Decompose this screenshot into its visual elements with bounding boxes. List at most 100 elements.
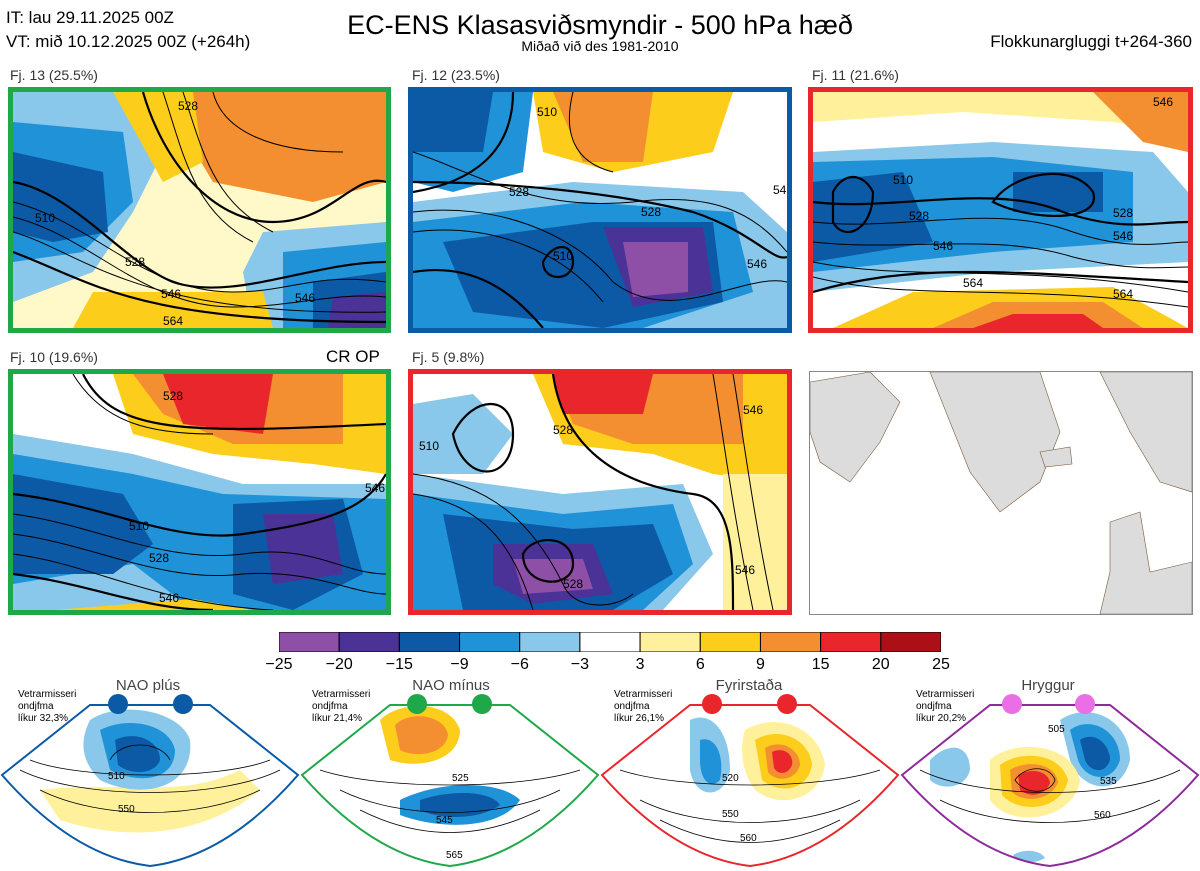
land-outline	[810, 372, 1192, 614]
regime-dot	[108, 694, 128, 714]
contour-label: 546	[747, 257, 767, 271]
panel-label-2: Fj. 12 (23.5%)	[412, 67, 500, 83]
anomaly-field: 528 510 528 546 564 546	[13, 92, 386, 328]
season-label: Vetrarmisseri	[916, 689, 975, 700]
contour-label: 510	[419, 439, 439, 453]
contour-label: 546	[295, 291, 315, 305]
regime-dot	[777, 694, 797, 714]
colorbar	[278, 631, 942, 653]
contour-label: 560	[740, 833, 757, 844]
contour-label: 510	[35, 211, 55, 225]
regime-title-ridge: Hryggur	[1021, 677, 1075, 694]
months-label: ondjfma	[916, 701, 952, 712]
valid-time: VT: mið 10.12.2025 00Z (+264h)	[6, 32, 251, 51]
contour-label: 546	[743, 403, 763, 417]
colorbar-swatch	[880, 631, 942, 653]
panel-label-5: Fj. 5 (9.8%)	[412, 349, 485, 365]
contour-label: 546	[1113, 229, 1133, 243]
cluster-map-11: 546 510 528 546 528 546 564 564	[808, 87, 1193, 333]
contour-label: 528	[553, 423, 573, 437]
probability-label: líkur 26,1%	[614, 713, 665, 724]
colorbar-swatch	[459, 631, 521, 653]
regime-map-nao-minus: 525 545 565	[300, 694, 600, 868]
colorbar-swatch	[338, 631, 400, 653]
regime-note-nao-minus: Vetrarmisseri ondjfma líkur 21,4%	[312, 689, 370, 725]
contour-label: 528	[909, 209, 929, 223]
panel-label-4: Fj. 10 (19.6%)	[10, 349, 98, 365]
contour-label: 510	[893, 173, 913, 187]
regime-dot	[702, 694, 722, 714]
anomaly-field: 546 510 528 546 528 546 564 564	[813, 92, 1188, 328]
anomaly-field: 510 528 510 528 546 546	[413, 92, 787, 328]
regime-dot	[1075, 694, 1095, 714]
panel-label-1: Fj. 13 (25.5%)	[10, 67, 98, 83]
colorbar-tick-label: −25	[265, 656, 293, 673]
contour-label: 510	[537, 105, 557, 119]
contour-label: 564	[1113, 287, 1133, 301]
season-label: Vetrarmisseri	[18, 689, 77, 700]
season-label: Vetrarmisseri	[312, 689, 371, 700]
contour-label: 545	[436, 815, 453, 826]
contour-label: 528	[163, 389, 183, 403]
regime-dot	[173, 694, 193, 714]
contour-label: 550	[118, 804, 135, 815]
probability-label: líkur 21,4%	[312, 713, 363, 724]
regime-dot	[1002, 694, 1022, 714]
colorbar-swatch	[820, 631, 882, 653]
colorbar-tick-label: −20	[325, 656, 353, 673]
cluster-map-5: 510 528 528 546 546	[408, 369, 792, 615]
regime-dot	[472, 694, 492, 714]
colorbar-swatch	[699, 631, 761, 653]
regime-title-nao-plus: NAO plús	[115, 677, 181, 694]
colorbar-tick-label: 6	[695, 656, 705, 673]
colorbar-tick-label: 15	[811, 656, 830, 673]
contour-label: 510	[108, 771, 125, 782]
contour-label: 520	[722, 773, 739, 784]
colorbar-swatch	[639, 631, 701, 653]
contour-label: 510	[553, 249, 573, 263]
contour-label: 528	[641, 205, 661, 219]
initial-time: IT: lau 29.11.2025 00Z	[6, 8, 174, 27]
regime-note-blocking: Vetrarmisseri ondjfma líkur 26,1%	[614, 689, 672, 725]
contour-label: 535	[1100, 776, 1117, 787]
regime-maps: 510 550 525 545 565	[0, 694, 1200, 868]
contour-label: 528	[1113, 206, 1133, 220]
colorbar-tick-label: −3	[570, 656, 590, 673]
probability-label: líkur 20,2%	[916, 713, 967, 724]
colorbar-swatch	[398, 631, 461, 653]
contour-label: 546	[365, 481, 385, 495]
months-label: ondjfma	[312, 701, 348, 712]
contour-label: 510	[129, 519, 149, 533]
regime-note-nao-plus: Vetrarmisseri ondjfma líkur 32,3%	[18, 689, 76, 725]
contour-label: 546	[933, 239, 953, 253]
base-map	[809, 371, 1193, 615]
contour-label: 564	[163, 314, 183, 328]
colorbar-swatch	[519, 631, 581, 653]
colorbar-tick-label: −9	[450, 656, 469, 673]
colorbar-swatch	[278, 631, 340, 653]
colorbar-swatches	[278, 631, 942, 653]
contour-label: 550	[722, 809, 739, 820]
contour-label: 565	[446, 850, 463, 861]
page-subtitle: Miðað við des 1981-2010	[521, 38, 679, 54]
colorbar-tick-label: 3	[635, 656, 645, 673]
contour-label: 546	[735, 563, 755, 577]
contour-label: 528	[125, 255, 145, 269]
contour-label: 564	[963, 276, 983, 290]
cluster-map-13: 528 510 528 546 564 546	[8, 87, 391, 333]
colorbar-tick-label: −15	[385, 656, 413, 673]
colorbar-tick-label: 20	[871, 656, 890, 673]
regime-title-blocking: Fyrirstaða	[715, 677, 783, 694]
colorbar-tick-label: −6	[510, 656, 529, 673]
contour-label: 528	[563, 577, 583, 591]
contour-label: 525	[452, 773, 469, 784]
contour-label: 560	[1094, 810, 1111, 821]
contour-label: 528	[178, 99, 198, 113]
regime-map-blocking: 520 550 560	[600, 694, 900, 868]
season-label: Vetrarmisseri	[614, 689, 673, 700]
probability-label: líkur 32,3%	[18, 713, 69, 724]
cluster-map-12: 510 528 510 528 546 546	[408, 87, 792, 333]
contour-label: 505	[1048, 724, 1065, 735]
colorbar-tick-label: 9	[756, 656, 765, 673]
colorbar-swatch	[579, 631, 641, 653]
